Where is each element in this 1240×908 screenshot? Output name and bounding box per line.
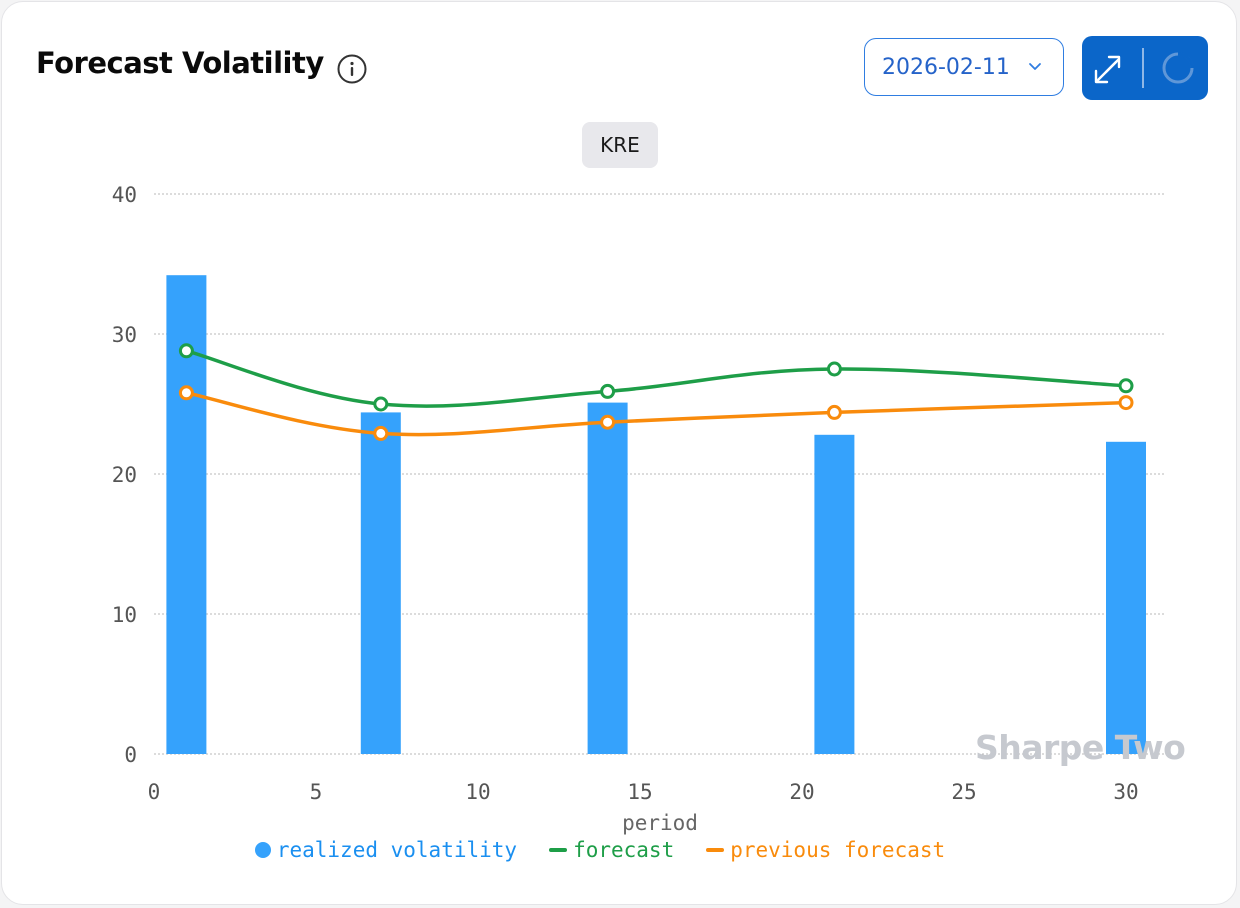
card-title: Forecast Volatility [36,46,324,80]
expand-icon [1094,55,1121,84]
x-axis-label: period [622,811,698,835]
x-tick-label: 5 [310,780,323,804]
x-tick-label: 15 [627,780,652,804]
y-tick-label: 30 [112,323,137,347]
forecast-point [178,343,194,359]
x-tick-label: 10 [465,780,490,804]
legend-forecast-label: forecast [573,838,675,862]
x-tick-label: 25 [951,780,976,804]
y-tick-label: 0 [124,743,137,767]
chart-actions [1082,36,1208,100]
y-tick-label: 10 [112,603,137,627]
forecast-point [373,396,389,412]
legend-previous-forecast[interactable]: previous forecast [706,838,945,862]
forecast-point [826,361,842,377]
legend-realized-volatility[interactable]: realized volatility [254,838,518,862]
refresh-spinner-icon [1162,52,1194,84]
legend-previous-forecast-label: previous forecast [730,838,946,862]
refresh-button[interactable] [1144,36,1208,100]
realized-volatility-bar [814,434,855,754]
forecast-point [600,383,616,399]
x-tick-label: 20 [789,780,814,804]
realized-volatility-bar [1106,441,1146,754]
forecast-line [185,349,1127,408]
chart-legend: realized volatility forecast previous fo… [0,838,1200,862]
legend-previous-forecast-marker [706,848,725,852]
date-select[interactable]: 2026-02-11 [864,38,1064,96]
button-divider [1142,48,1144,88]
legend-realized-marker [254,842,271,858]
expand-button[interactable] [1082,36,1142,100]
legend-forecast-marker [549,848,568,852]
legend-forecast[interactable]: forecast [549,838,674,862]
previous-forecast-point [826,404,842,420]
chevron-down-icon [1029,63,1041,70]
realized-volatility-bar [360,412,401,754]
previous-forecast-point [178,385,194,401]
realized-volatility-bar [587,402,628,754]
previous-forecast-point [600,414,616,430]
x-tick-label: 30 [1113,780,1138,804]
previous-forecast-line [186,391,1127,437]
info-icon[interactable] [336,53,368,85]
ticker-tag: KRE [582,122,658,168]
previous-forecast-point [1118,395,1134,411]
date-value: 2026-02-11 [882,54,1010,80]
forecast-point [1118,378,1134,394]
x-tick-label: 0 [148,780,161,804]
y-tick-label: 20 [112,463,137,487]
legend-realized-label: realized volatility [276,838,518,862]
watermark: Sharpe Two [975,728,1186,767]
y-tick-label: 40 [112,183,137,207]
previous-forecast-point [373,425,389,441]
